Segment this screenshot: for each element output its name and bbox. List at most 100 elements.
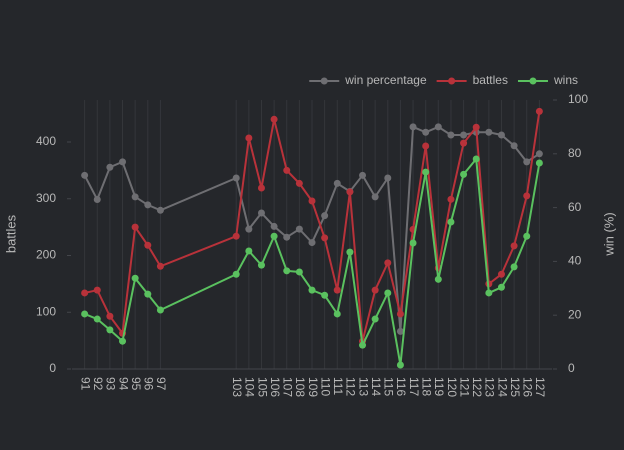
point — [119, 158, 127, 166]
x-tick-label: 104 — [243, 377, 257, 397]
point — [485, 128, 493, 136]
point — [144, 290, 152, 298]
point — [333, 310, 341, 318]
x-tick-label: 122 — [470, 377, 484, 397]
point — [523, 192, 531, 200]
x-tick-label: 127 — [533, 377, 547, 397]
point — [346, 188, 354, 196]
point — [156, 306, 164, 314]
point — [232, 174, 240, 182]
point — [308, 286, 316, 294]
legend-label: battles — [473, 73, 508, 87]
x-tick-label: 108 — [293, 377, 307, 397]
point — [535, 150, 543, 158]
y-tick-label: 0 — [49, 361, 56, 375]
point — [308, 239, 316, 247]
point — [359, 171, 367, 179]
y2-tick-label: 20 — [568, 307, 582, 321]
point — [359, 341, 367, 349]
point — [510, 242, 518, 250]
legend-marker — [320, 77, 328, 85]
x-tick-label: 114 — [369, 377, 383, 396]
point — [409, 239, 417, 247]
point — [346, 248, 354, 256]
x-tick-label: 96 — [142, 377, 156, 391]
point — [144, 241, 152, 249]
point — [144, 201, 152, 209]
y-tick-label: 300 — [36, 191, 56, 205]
x-tick-label: 126 — [521, 377, 535, 397]
point — [131, 274, 139, 282]
y2-axis-title: win (%) — [601, 212, 616, 256]
x-tick-label: 111 — [331, 377, 345, 396]
x-tick-label: 124 — [495, 377, 509, 397]
x-tick-label: 121 — [457, 377, 471, 397]
point — [81, 289, 89, 297]
x-tick-label: 113 — [356, 377, 370, 396]
point — [371, 286, 379, 294]
point — [93, 286, 101, 294]
point — [523, 232, 531, 240]
point — [283, 267, 291, 275]
point — [131, 223, 139, 231]
point — [384, 174, 392, 182]
x-tick-label: 119 — [432, 377, 446, 396]
x-tick-label: 115 — [382, 377, 396, 396]
point — [106, 163, 114, 171]
x-tick-label: 112 — [344, 377, 358, 396]
y2-tick-label: 80 — [568, 146, 582, 160]
y2-tick-label: 40 — [568, 254, 582, 268]
point — [156, 206, 164, 214]
point — [333, 179, 341, 187]
point — [472, 155, 480, 163]
y-tick-label: 200 — [36, 248, 56, 262]
point — [270, 232, 278, 240]
point — [295, 179, 303, 187]
point — [447, 195, 455, 203]
point — [497, 270, 505, 278]
point — [434, 275, 442, 283]
x-tick-label: 106 — [268, 377, 282, 397]
legend-marker — [529, 77, 537, 85]
x-tick-label: 94 — [116, 377, 130, 391]
x-tick-label: 91 — [78, 377, 92, 391]
y2-tick-label: 0 — [568, 361, 575, 375]
point — [497, 283, 505, 291]
x-tick-label: 117 — [407, 377, 421, 396]
point — [257, 184, 265, 192]
point — [447, 131, 455, 139]
point — [384, 289, 392, 297]
point — [81, 310, 89, 318]
point — [245, 134, 253, 142]
point — [308, 197, 316, 205]
point — [295, 225, 303, 233]
x-tick-label: 97 — [154, 377, 168, 391]
point — [434, 123, 442, 131]
point — [535, 159, 543, 167]
point — [321, 291, 329, 299]
point — [384, 259, 392, 267]
point — [245, 247, 253, 255]
point — [422, 142, 430, 150]
x-tick-label: 107 — [281, 377, 295, 397]
point — [422, 128, 430, 136]
x-tick-label: 95 — [129, 377, 143, 391]
x-tick-label: 120 — [445, 377, 459, 397]
x-tick-label: 123 — [483, 377, 497, 397]
point — [422, 168, 430, 176]
point — [283, 233, 291, 241]
point — [283, 166, 291, 174]
x-tick-label: 109 — [306, 377, 320, 397]
legend-marker — [448, 77, 456, 85]
point — [510, 263, 518, 271]
point — [497, 131, 505, 139]
point — [257, 209, 265, 217]
point — [93, 196, 101, 204]
y-axis-title: battles — [3, 214, 18, 253]
point — [232, 232, 240, 240]
x-tick-label: 110 — [318, 377, 332, 396]
point — [371, 315, 379, 323]
point — [270, 222, 278, 230]
point — [396, 310, 404, 318]
